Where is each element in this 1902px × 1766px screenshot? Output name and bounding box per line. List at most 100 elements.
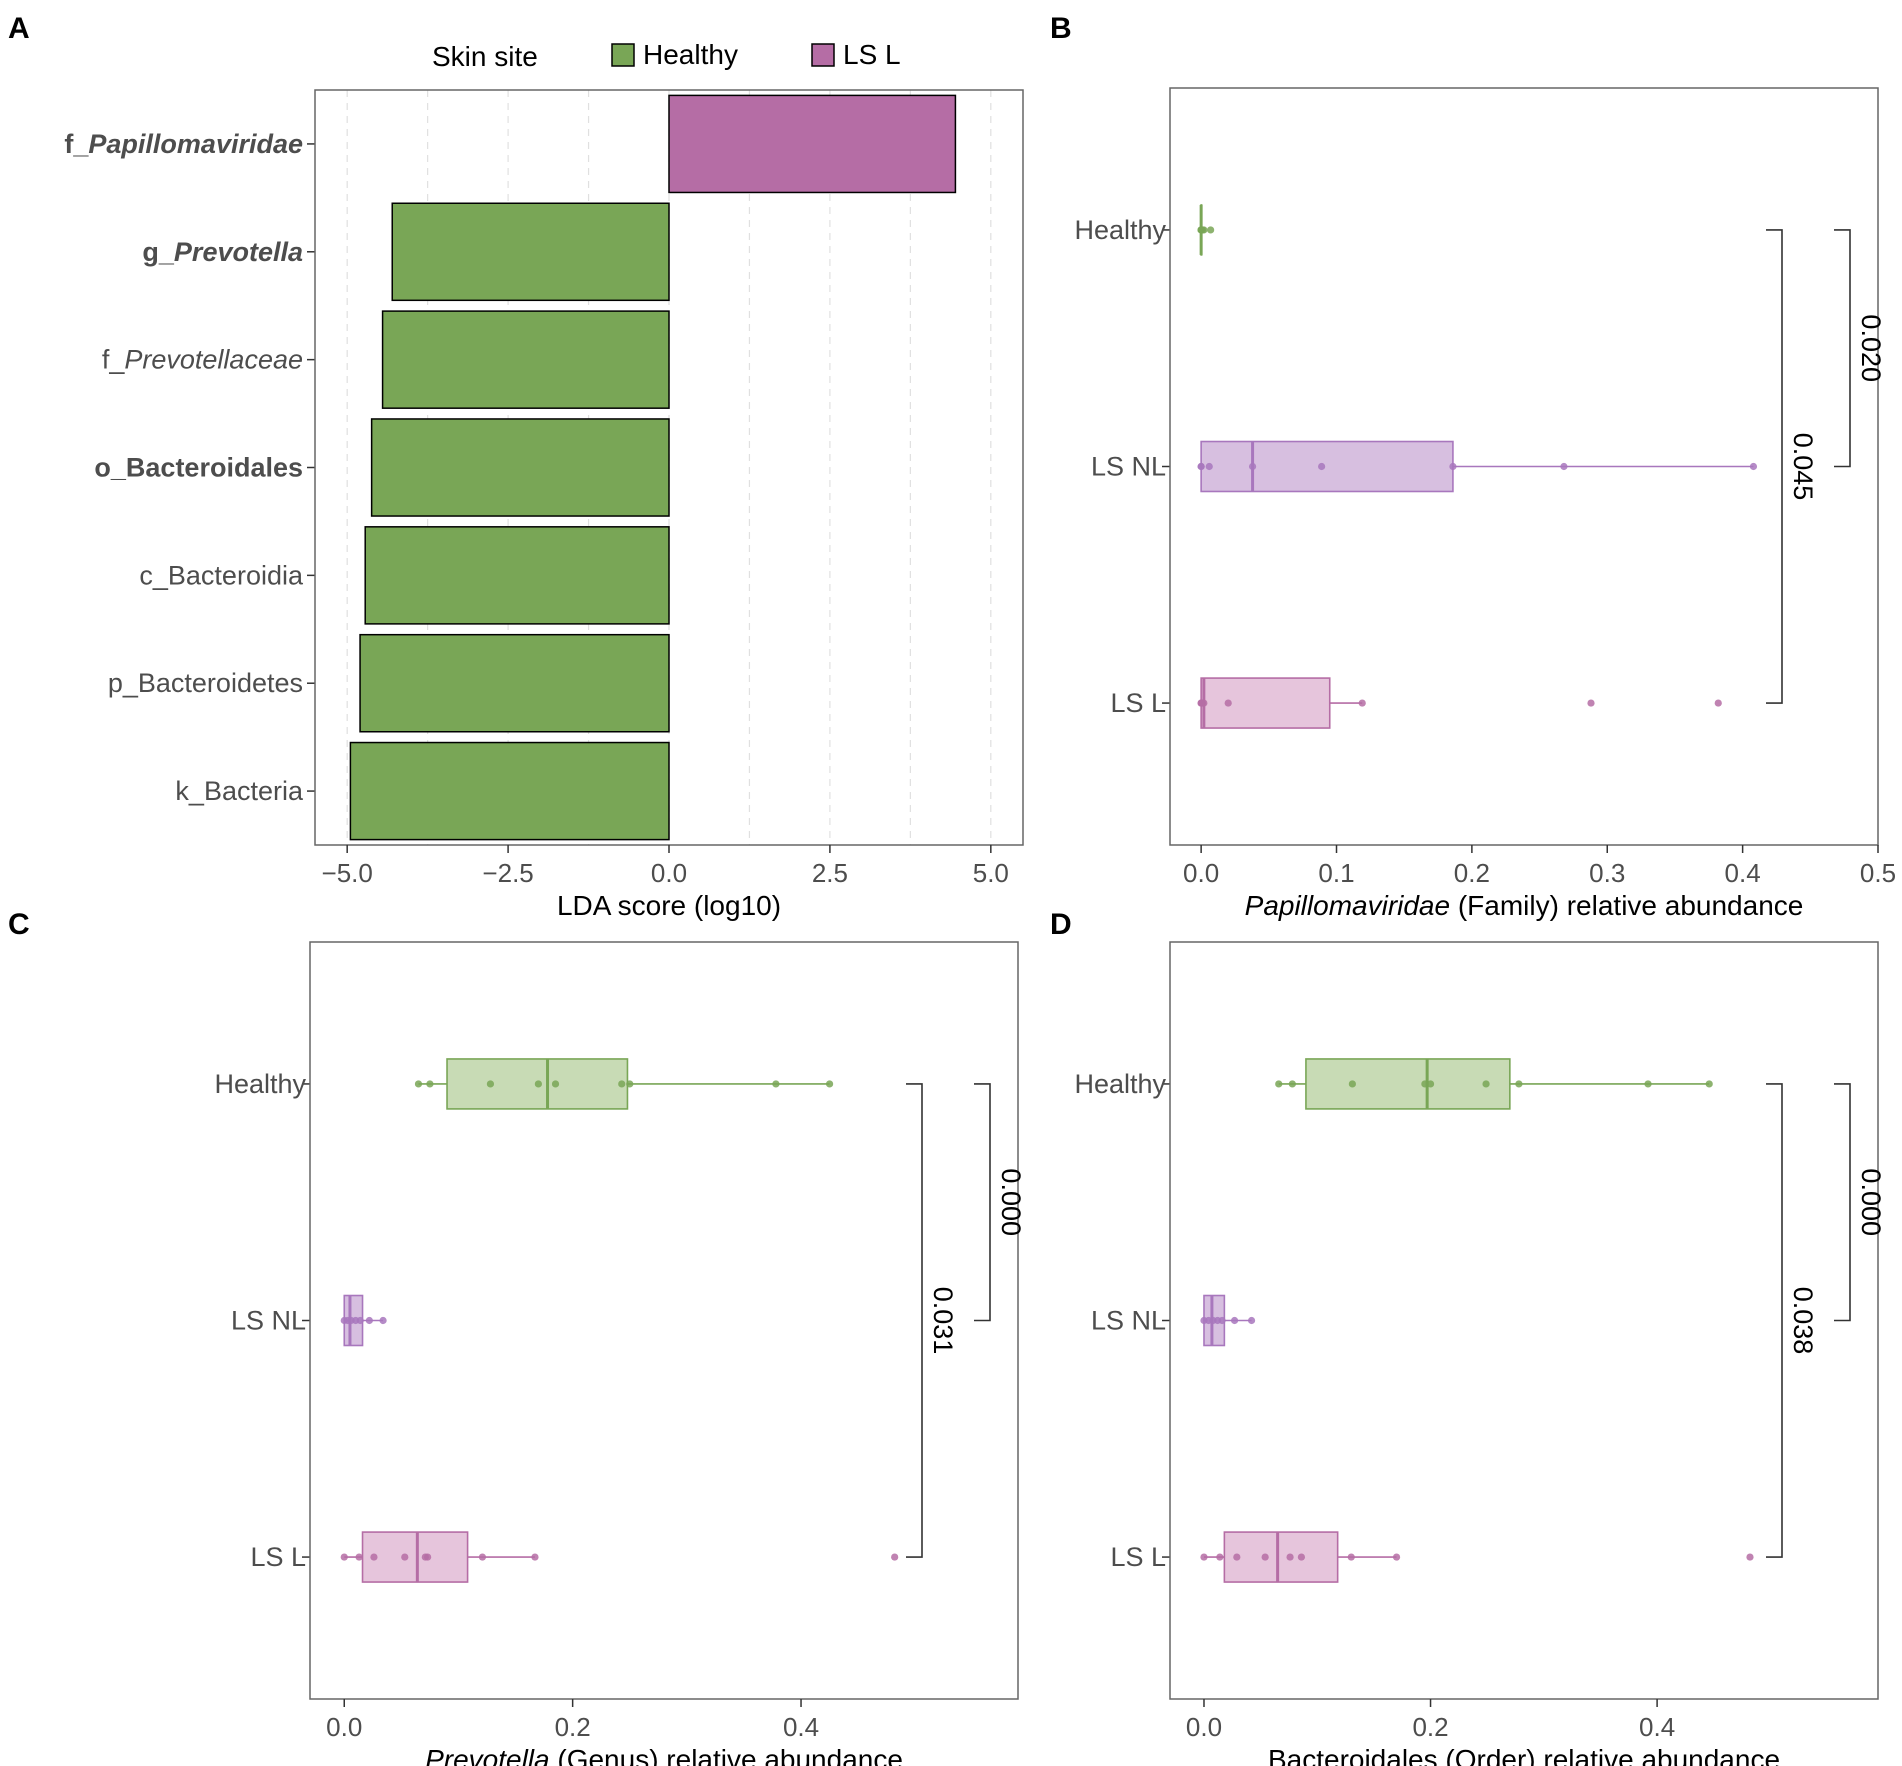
y-tick-label: LS NL [231, 1306, 306, 1336]
x-axis-title-text: (Genus) relative abundance [550, 1744, 903, 1766]
y-tick-label: LS NL [1091, 452, 1166, 482]
data-point [1587, 699, 1595, 707]
plot-frame [1169, 941, 1879, 1700]
panel-b-papillomaviridae-boxplot: Healthy LS NL LS L 0.020 0.045 0.0 0.1 0.2 0.3 0.… [1074, 87, 1896, 921]
x-tick-label: −2.5 [482, 858, 533, 888]
data-point [626, 1080, 634, 1088]
y-tick-label: LS L [1110, 1542, 1166, 1572]
panel-d-bacteroidales-boxplot: Healthy LS NL LS L 0.000 0.038 0.0 0.2 0.4Bacte… [1074, 941, 1886, 1766]
y-tick-label: Healthy [214, 1069, 306, 1099]
p-value-label: 0.000 [1856, 1168, 1886, 1236]
x-tick-label: 0.1 [1318, 858, 1354, 888]
box [361, 1531, 469, 1583]
legend-swatch-ls-l [811, 43, 835, 67]
data-point [1749, 462, 1758, 471]
y-tick-label: Healthy [1074, 1069, 1166, 1099]
data-point [1248, 462, 1257, 471]
bar [668, 94, 957, 194]
data-point [1746, 1553, 1754, 1561]
data-point [531, 1553, 539, 1561]
data-point [618, 1080, 626, 1088]
data-point [1515, 1080, 1523, 1088]
data-point [1216, 1553, 1224, 1561]
panel-label-c: C [8, 908, 30, 941]
p-value-label: 0.000 [996, 1168, 1026, 1236]
y-tick-label: p_Bacteroidetes [108, 668, 303, 698]
legend-title: Skin site [432, 41, 538, 72]
legend-label-healthy: Healthy [643, 39, 738, 70]
significance-bracket [1766, 1083, 1783, 1558]
data-point [1347, 1553, 1355, 1561]
x-tick-label: −5.0 [322, 858, 373, 888]
x-axis-title: Papillomaviridae (Family) relative abund… [1245, 890, 1804, 921]
data-point [891, 1553, 899, 1561]
x-axis-title-taxon: Prevotella [425, 1744, 550, 1766]
data-point [1233, 1553, 1241, 1561]
data-point [1200, 699, 1208, 707]
data-point [1286, 1553, 1294, 1561]
p-value-label: 0.031 [928, 1287, 958, 1355]
y-tick-label: LS NL [1091, 1306, 1166, 1336]
data-point [534, 1080, 542, 1088]
data-point [1426, 1080, 1435, 1088]
box [1223, 1531, 1339, 1583]
p-value-label: 0.045 [1788, 433, 1818, 501]
data-point [340, 1553, 348, 1561]
data-point [1358, 699, 1366, 707]
panel-label-b: B [1050, 12, 1072, 45]
data-point [1247, 1316, 1256, 1325]
box [1200, 677, 1331, 729]
data-point [426, 1080, 434, 1088]
significance-bracket [1834, 229, 1851, 468]
x-tick-label: 0.0 [1183, 858, 1219, 888]
data-point [1644, 1080, 1652, 1088]
p-value-label: 0.020 [1856, 314, 1886, 382]
x-tick-label: 0.4 [783, 1712, 819, 1742]
legend-label-ls-l: LS L [843, 39, 901, 70]
x-axis-title: LDA score (log10) [557, 890, 781, 921]
data-point [365, 1316, 373, 1325]
x-axis-title-taxon: Papillomaviridae [1245, 890, 1450, 921]
data-point [370, 1553, 378, 1561]
y-tick-label-name: c_Bacteroidia [139, 560, 304, 590]
x-tick-label: 2.5 [812, 858, 848, 888]
y-tick-label-name: p_Bacteroidetes [108, 668, 303, 698]
data-point [1200, 1553, 1208, 1561]
panel-a-lda-chart: f_Papillomaviridaeg_Prevotellaf_Prevotel… [64, 89, 1024, 921]
box [1305, 1058, 1511, 1110]
x-tick-label: 0.0 [651, 858, 687, 888]
data-point [1392, 1553, 1401, 1561]
x-tick-label: 0.2 [555, 1712, 591, 1742]
data-point [1275, 1080, 1283, 1088]
x-axis-title: Bacteroidales (Order) relative abundance [1268, 1744, 1780, 1766]
x-axis-title: Prevotella (Genus) relative abundance [425, 1744, 903, 1766]
y-tick-label-prefix: f_ [102, 345, 126, 375]
data-point [1421, 1080, 1429, 1088]
plot-frame [309, 941, 1019, 1700]
y-tick-label: f_Papillomaviridae [64, 129, 303, 159]
box [1200, 440, 1454, 493]
y-tick-label-name: k_Bacteria [175, 776, 304, 806]
y-tick-label: LS L [1110, 688, 1166, 718]
x-tick-label: 5.0 [973, 858, 1009, 888]
data-point [424, 1553, 432, 1561]
data-point [1714, 699, 1722, 707]
bar [364, 526, 670, 625]
plot-frame [1169, 87, 1879, 846]
data-point [478, 1553, 487, 1561]
x-tick-label: 0.2 [1412, 1712, 1448, 1742]
y-tick-label-prefix: g_ [142, 237, 174, 267]
x-tick-label: 0.5 [1860, 858, 1896, 888]
x-tick-label: 0.3 [1589, 858, 1625, 888]
y-tick-label-prefix: f_ [64, 129, 89, 159]
data-point [355, 1553, 363, 1561]
significance-bracket [974, 1083, 991, 1322]
bar [381, 310, 670, 409]
panel-label-d: D [1050, 908, 1072, 941]
data-point [1197, 462, 1205, 471]
y-tick-label-name: Prevotellaceae [124, 345, 303, 375]
panel-label-a: A [8, 12, 30, 45]
data-point [1560, 462, 1568, 471]
